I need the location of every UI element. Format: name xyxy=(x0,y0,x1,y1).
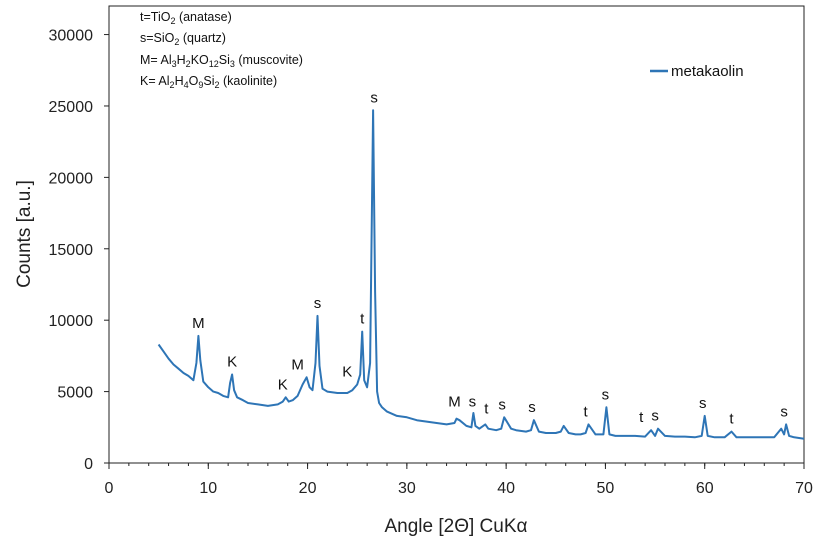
annotation-kaolinite: K= Al2H4O9Si2 (kaolinite) xyxy=(140,74,277,90)
annotation-fragment: 3 xyxy=(172,59,177,69)
peak-label: K xyxy=(342,363,352,380)
peak-label: s xyxy=(469,393,477,410)
annotation-fragment: t=TiO xyxy=(140,10,171,24)
annotation-fragment: 4 xyxy=(184,80,189,90)
y-tick-label: 10000 xyxy=(49,313,94,330)
peak-label: K xyxy=(227,353,237,370)
y-tick-label: 20000 xyxy=(49,170,94,187)
y-tick-label: 5000 xyxy=(57,385,93,402)
x-tick-label: 0 xyxy=(105,480,114,497)
x-tick-label: 70 xyxy=(795,480,813,497)
annotation-fragment: Si xyxy=(203,74,214,88)
peak-label: M xyxy=(192,315,205,332)
peak-label: M xyxy=(448,393,461,410)
annotation-sio2: s=SiO2 (quartz) xyxy=(140,31,226,47)
annotation-fragment: K= Al xyxy=(140,74,170,88)
x-tick-label: 10 xyxy=(199,480,217,497)
y-tick-label: 25000 xyxy=(49,99,94,116)
x-tick-label: 60 xyxy=(696,480,714,497)
annotation-fragment: 2 xyxy=(214,80,219,90)
annotation-fragment: 3 xyxy=(230,59,235,69)
axis-ticks xyxy=(104,34,805,469)
peak-label: M xyxy=(291,356,304,373)
annotation-fragment: KO xyxy=(191,53,209,67)
annotation-fragment: H xyxy=(177,53,186,67)
annotation-fragment: (muscovite) xyxy=(235,53,303,67)
peak-label: s xyxy=(498,396,506,413)
x-tick-label: 30 xyxy=(398,480,416,497)
peak-label: s xyxy=(780,403,788,420)
axis-tick-labels: 0 10 20 30 40 50 60 70 0 5000 10000 15000 20000 25000… xyxy=(49,28,814,497)
peak-label: s xyxy=(314,295,322,312)
annotation-fragment: 9 xyxy=(198,80,203,90)
annotation-fragment: O xyxy=(189,74,199,88)
annotation-fragment: H xyxy=(175,74,184,88)
peak-label: t xyxy=(583,403,588,420)
y-tick-label: 0 xyxy=(84,456,93,473)
y-tick-label: 30000 xyxy=(49,28,94,45)
series-line-metakaolin xyxy=(157,109,805,440)
peak-label: s xyxy=(370,89,378,106)
annotation-fragment: M= Al xyxy=(140,53,172,67)
x-tick-label: 50 xyxy=(597,480,615,497)
x-tick-label: 40 xyxy=(497,480,515,497)
peak-label: s xyxy=(602,386,610,403)
annotation-fragment: 2 xyxy=(170,80,175,90)
peak-label: s xyxy=(699,395,707,412)
annotation-muscovite: M= Al3H2KO12Si3 (muscovite) xyxy=(140,53,303,69)
annotation-fragment: (quartz) xyxy=(179,31,226,45)
peak-label: t xyxy=(484,401,489,418)
annotation-fragment: (kaolinite) xyxy=(220,74,278,88)
peak-label: t xyxy=(729,411,734,428)
annotation-fragment: 12 xyxy=(209,59,219,69)
y-tick-label: 15000 xyxy=(49,242,94,259)
plot-area xyxy=(108,5,805,464)
annotation-fragment: 2 xyxy=(170,16,175,26)
annotation-fragment: 2 xyxy=(174,37,179,47)
annotation-fragment: s=SiO xyxy=(140,31,175,45)
legend-label: metakaolin xyxy=(671,63,744,80)
annotation-fragment: Si xyxy=(219,53,230,67)
peak-label: s xyxy=(528,399,536,416)
y-axis-title: Counts [a.u.] xyxy=(14,180,35,288)
x-tick-label: 20 xyxy=(299,480,317,497)
peak-label: t xyxy=(360,311,365,328)
peak-label: s xyxy=(651,408,659,425)
x-axis-title: Angle [2Θ] CuKα xyxy=(384,516,527,537)
annotation-fragment: (anatase) xyxy=(175,10,231,24)
peak-label: t xyxy=(639,409,644,426)
annotation-tio2: t=TiO2 (anatase) xyxy=(140,10,232,26)
annotation-fragment: 2 xyxy=(186,59,191,69)
legend: metakaolin xyxy=(650,63,744,80)
peak-label: K xyxy=(278,376,288,393)
